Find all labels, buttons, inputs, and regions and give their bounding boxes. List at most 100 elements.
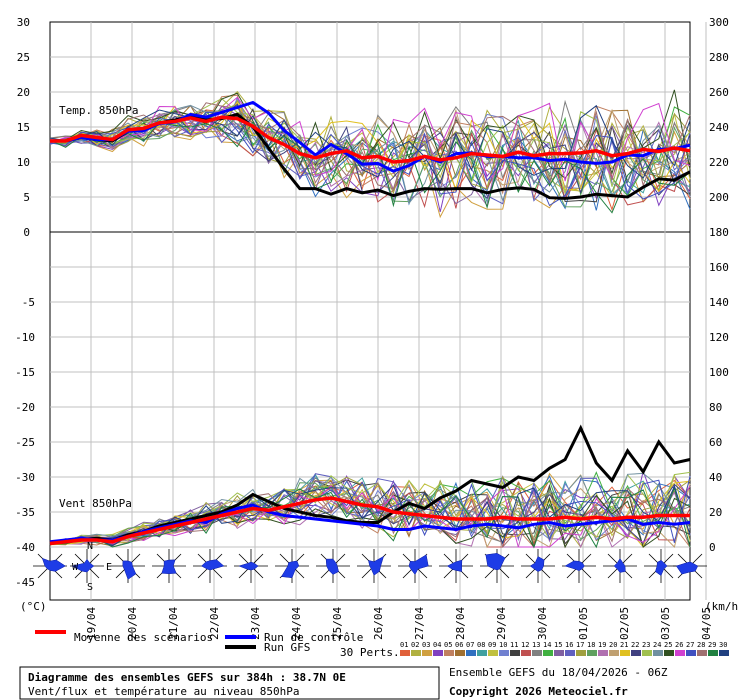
footer-box bbox=[19, 666, 440, 700]
temp-y-tick-left: 25 bbox=[17, 51, 30, 64]
rose-fill bbox=[201, 559, 225, 571]
mean-legend-label: Moyenne des scénarios bbox=[74, 631, 213, 644]
pert-swatch bbox=[510, 650, 520, 656]
wind-y-tick-left: -10 bbox=[15, 331, 35, 344]
pert-number: 02 bbox=[411, 641, 419, 649]
x-tick-label: 20/04 bbox=[126, 607, 139, 640]
pert-number: 14 bbox=[543, 641, 551, 649]
x-tick-label: 01/05 bbox=[577, 607, 590, 640]
rose-fill bbox=[408, 554, 429, 575]
pert-number: 28 bbox=[697, 641, 705, 649]
wind-y-tick-right: 40 bbox=[709, 471, 722, 484]
wind-rose bbox=[33, 549, 67, 583]
pert-swatch bbox=[631, 650, 641, 656]
wind-rose bbox=[316, 549, 350, 583]
pert-swatch bbox=[609, 650, 619, 656]
wind-rose bbox=[357, 549, 391, 583]
pert-swatch bbox=[620, 650, 630, 656]
pert-swatch bbox=[455, 650, 465, 656]
pert-swatch bbox=[653, 650, 663, 656]
wind-rose bbox=[521, 549, 555, 583]
pert-swatch bbox=[664, 650, 674, 656]
rose-fill bbox=[613, 558, 626, 573]
temp-pert-line-27 bbox=[49, 111, 691, 207]
wind-rose bbox=[275, 549, 309, 583]
pert-number: 07 bbox=[466, 641, 474, 649]
rose-fill bbox=[122, 560, 137, 580]
wind-y-tick-right: 120 bbox=[709, 331, 729, 344]
wind-y-tick-right: 20 bbox=[709, 506, 722, 519]
pert-swatch bbox=[576, 650, 586, 656]
pert-number: 12 bbox=[521, 641, 529, 649]
pert-swatch bbox=[422, 650, 432, 656]
pert-number: 26 bbox=[675, 641, 683, 649]
pert-swatch bbox=[565, 650, 575, 656]
rose-fill bbox=[564, 560, 585, 571]
rose-fill bbox=[161, 559, 177, 574]
wind-rose bbox=[644, 549, 678, 583]
pert-number: 18 bbox=[587, 641, 595, 649]
wind-y-tick-right: 100 bbox=[709, 366, 729, 379]
x-tick-label: 26/04 bbox=[372, 607, 385, 640]
pert-number: 27 bbox=[686, 641, 694, 649]
x-tick-label: 21/04 bbox=[167, 607, 180, 640]
rose-fill bbox=[675, 561, 699, 575]
wind-pert-line-13 bbox=[49, 477, 691, 546]
x-tick-label: 02/05 bbox=[618, 607, 631, 640]
pert-number: 21 bbox=[620, 641, 628, 649]
pert-number: 08 bbox=[477, 641, 485, 649]
x-tick-label: 29/04 bbox=[495, 607, 508, 640]
pert-swatch bbox=[532, 650, 542, 656]
wind-y-tick-left: -30 bbox=[15, 471, 35, 484]
rose-fill bbox=[41, 557, 66, 572]
perts-legend-label: 30 Perts. bbox=[340, 646, 400, 659]
compass-s: S bbox=[87, 582, 93, 593]
pert-number: 20 bbox=[609, 641, 617, 649]
pert-number: 30 bbox=[719, 641, 727, 649]
rose-fill bbox=[529, 556, 545, 572]
temp-y-tick-right: 220 bbox=[709, 156, 729, 169]
temp-y-tick-right: 200 bbox=[709, 191, 729, 204]
pert-number: 01 bbox=[400, 641, 408, 649]
control-legend-swatch bbox=[225, 635, 256, 639]
pert-swatch bbox=[411, 650, 421, 656]
pert-swatch bbox=[543, 650, 553, 656]
rose-fill bbox=[485, 553, 506, 571]
footer-title: Diagramme des ensembles GEFS sur 384h : … bbox=[28, 671, 346, 684]
pert-number: 13 bbox=[532, 641, 540, 649]
pert-number: 05 bbox=[444, 641, 452, 649]
mean-legend-swatch bbox=[35, 630, 66, 634]
temp-y-tick-left: 30 bbox=[17, 16, 30, 29]
pert-swatch bbox=[466, 650, 476, 656]
temp-y-tick-left: 20 bbox=[17, 86, 30, 99]
pert-number: 06 bbox=[455, 641, 463, 649]
wind-y-tick-right: 0 bbox=[709, 541, 716, 554]
wind-y-tick-left: -45 bbox=[15, 576, 35, 589]
x-tick-label: 22/04 bbox=[208, 607, 221, 640]
wind-y-tick-right: 160 bbox=[709, 261, 729, 274]
rose-fill bbox=[325, 558, 339, 575]
compass-n: N bbox=[87, 541, 93, 552]
pert-swatch bbox=[642, 650, 652, 656]
compass-e: E bbox=[106, 562, 112, 573]
pert-number: 15 bbox=[554, 641, 562, 649]
wind-mean-line bbox=[49, 496, 690, 546]
wind-panel-frame bbox=[49, 231, 691, 601]
pert-swatch bbox=[675, 650, 685, 656]
pert-number: 23 bbox=[642, 641, 650, 649]
pert-number: 25 bbox=[664, 641, 672, 649]
pert-number: 10 bbox=[499, 641, 507, 649]
x-tick-label: 03/05 bbox=[659, 607, 672, 640]
rose-fill bbox=[446, 559, 463, 572]
pert-number: 11 bbox=[510, 641, 518, 649]
pert-swatch bbox=[444, 650, 454, 656]
wind-rose bbox=[193, 549, 227, 583]
temp-y-tick-left: 5 bbox=[23, 191, 30, 204]
wind-rose bbox=[70, 549, 104, 583]
pert-swatch bbox=[697, 650, 707, 656]
x-tick-label: 30/04 bbox=[536, 607, 549, 640]
temp-panel-title: Temp. 850hPa bbox=[59, 104, 138, 117]
wind-y-tick-left: -35 bbox=[15, 506, 35, 519]
temp-y-tick-left: 10 bbox=[17, 156, 30, 169]
temp-y-tick-right: 240 bbox=[709, 121, 729, 134]
